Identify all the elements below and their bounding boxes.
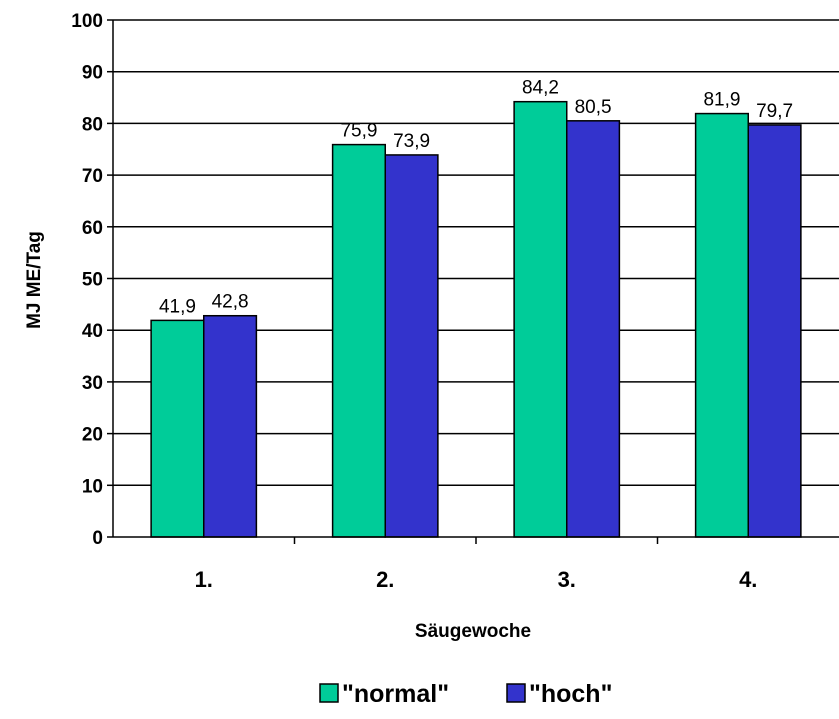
data-label: 75,9	[340, 121, 377, 142]
bar	[566, 120, 621, 538]
y-tick-label: 20	[82, 425, 103, 446]
bar	[747, 124, 802, 538]
y-tick-label: 40	[82, 321, 103, 342]
y-tick-label: 10	[82, 476, 103, 497]
x-tick-label: 1.	[195, 567, 213, 592]
y-tick-label: 80	[82, 114, 103, 135]
bar	[331, 143, 386, 538]
bar	[150, 319, 205, 538]
y-tick-label: 30	[82, 373, 103, 394]
bar	[203, 314, 258, 538]
x-tick-label: 3.	[558, 567, 576, 592]
bars	[150, 100, 802, 538]
legend-swatch-hoch	[506, 683, 526, 703]
data-label: 41,9	[159, 296, 196, 317]
y-tick-label: 90	[82, 63, 103, 84]
bar	[384, 154, 439, 538]
legend-label-hoch: "hoch"	[529, 680, 612, 708]
y-tick-label: 100	[71, 11, 103, 32]
data-label: 84,2	[522, 78, 559, 99]
y-axis-title: MJ ME/Tag	[24, 231, 45, 329]
data-label: 73,9	[393, 131, 430, 152]
x-axis-title: Säugewoche	[415, 621, 531, 642]
data-label: 79,7	[756, 101, 793, 122]
y-tick-label: 0	[92, 528, 103, 549]
bar	[694, 112, 749, 538]
data-labels: 41,9 42,8 75,9 73,9 84,2 80,5 81,9 79,7	[159, 78, 793, 318]
legend-label-normal: "normal"	[342, 680, 449, 708]
data-label: 81,9	[703, 90, 740, 111]
data-label: 42,8	[212, 292, 249, 313]
data-label: 80,5	[575, 97, 612, 118]
legend: "normal" "hoch"	[319, 680, 612, 708]
x-tick-label: 2.	[376, 567, 394, 592]
y-tick-label: 50	[82, 270, 103, 291]
bar	[513, 100, 568, 538]
y-tick-label: 70	[82, 166, 103, 187]
legend-swatch-normal	[319, 683, 339, 703]
x-tick-label: 4.	[739, 567, 757, 592]
y-tick-label: 60	[82, 218, 103, 239]
axes: 0 10 20 30 40 50 60 70 80 90 100 1. 2. 3. 4.	[71, 11, 839, 592]
